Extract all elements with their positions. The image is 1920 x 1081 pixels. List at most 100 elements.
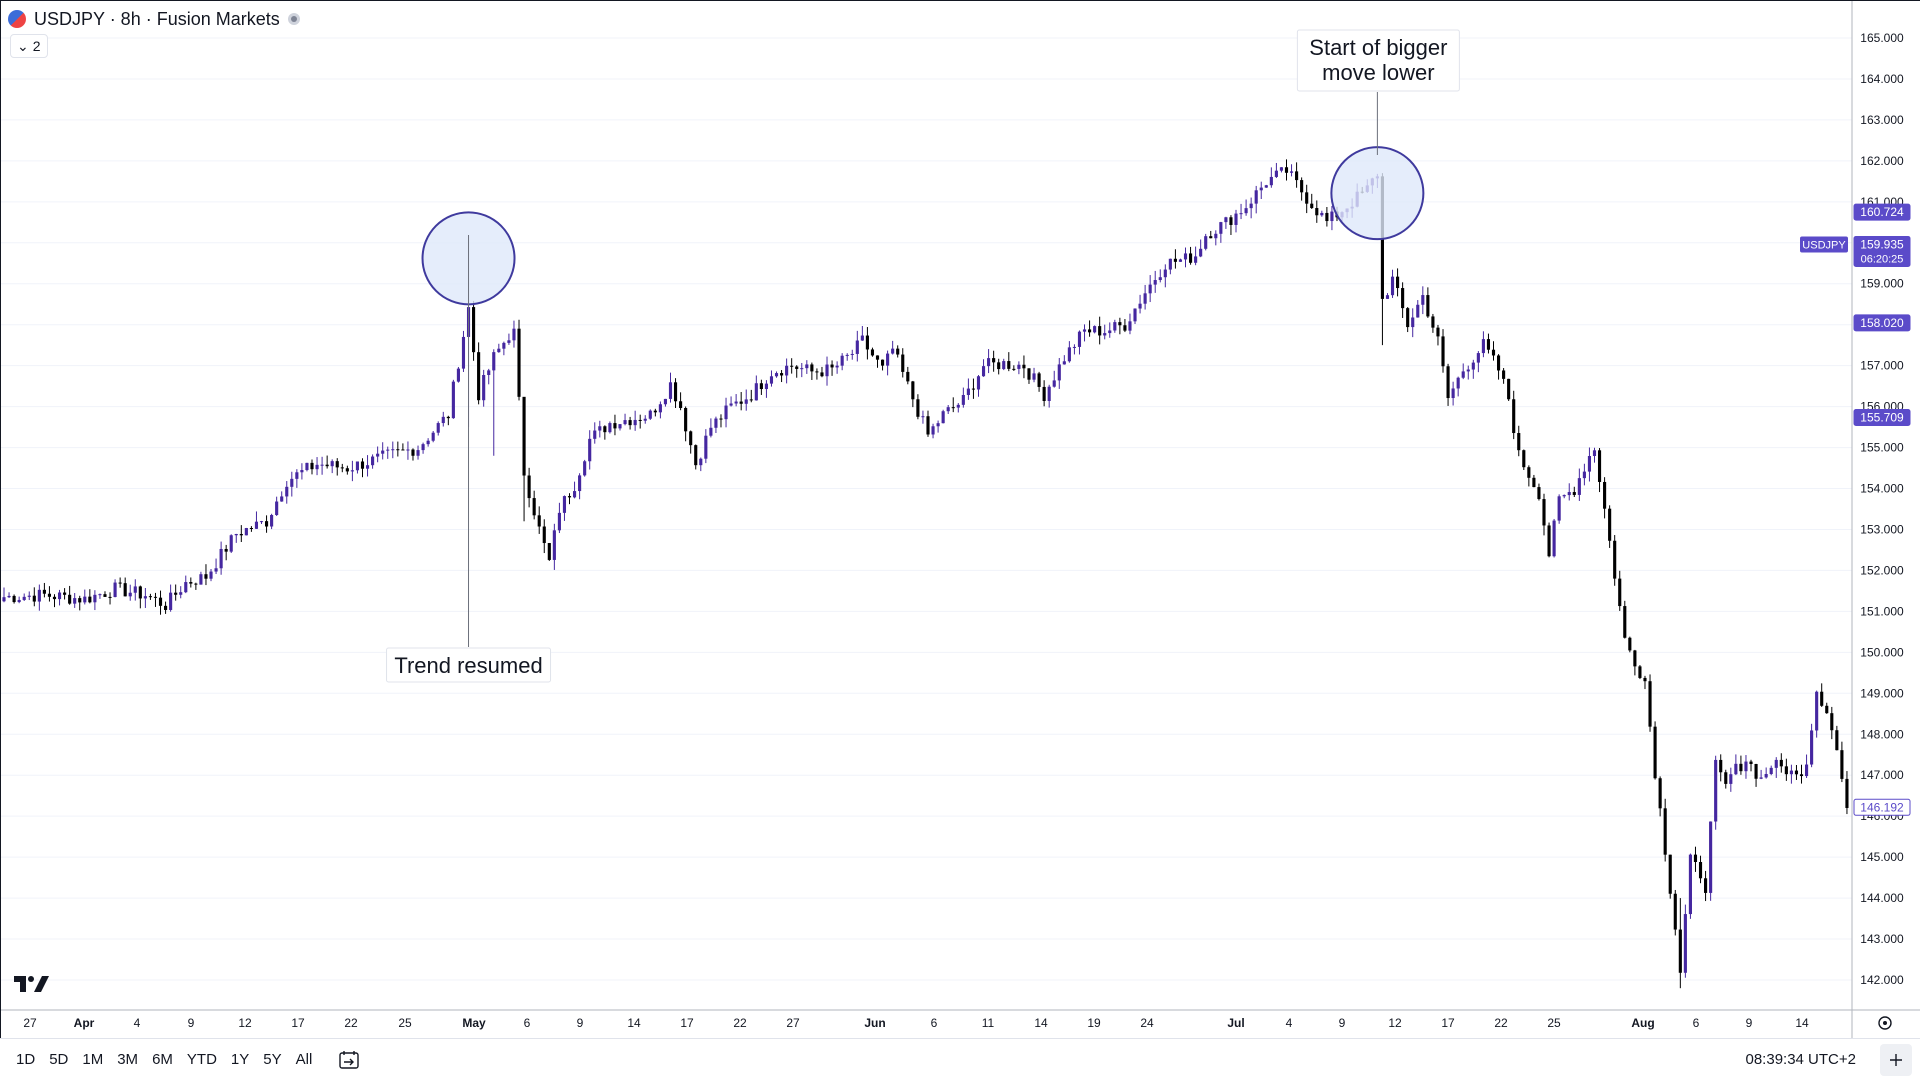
candle <box>1027 368 1031 384</box>
candle <box>1628 636 1632 653</box>
scale-toggle-icon[interactable] <box>1880 1044 1912 1076</box>
candle <box>27 591 31 601</box>
y-tick-label: 144.000 <box>1860 891 1904 905</box>
candle <box>931 423 935 439</box>
candle <box>1461 363 1465 380</box>
candle <box>976 375 981 397</box>
candle <box>345 465 349 475</box>
y-tick-label: 155.000 <box>1860 441 1904 455</box>
candle <box>638 414 642 429</box>
candle <box>270 513 274 530</box>
candle <box>1209 230 1213 239</box>
candle <box>941 409 945 424</box>
candle <box>1542 493 1546 536</box>
annotation-trend-resumed[interactable]: Trend resumed <box>386 211 552 683</box>
candle <box>360 458 365 478</box>
tradingview-logo-icon[interactable] <box>12 972 50 994</box>
range-button-6m[interactable]: 6M <box>152 1051 173 1068</box>
candle <box>1188 246 1193 265</box>
symbol-header[interactable]: USDJPY · 8h · Fusion Markets <box>8 8 300 30</box>
candle <box>1052 370 1056 388</box>
range-button-all[interactable]: All <box>295 1051 313 1068</box>
candle <box>1441 329 1445 373</box>
candle <box>315 457 319 476</box>
y-tick-label: 163.000 <box>1860 113 1904 127</box>
candle <box>1103 324 1107 340</box>
candle <box>1118 317 1122 335</box>
chart-settings-icon[interactable] <box>1878 1016 1892 1030</box>
range-button-1y[interactable]: 1Y <box>230 1051 250 1068</box>
candle <box>1042 380 1046 407</box>
chevron-down-icon: ⌄ <box>17 37 29 54</box>
candle <box>916 394 920 420</box>
candle <box>1466 365 1470 380</box>
indicators-toggle[interactable]: ⌄ 2 <box>10 34 48 58</box>
candle <box>1007 352 1011 372</box>
candle <box>502 341 506 356</box>
y-tick-label: 154.000 <box>1860 482 1904 496</box>
candle <box>1456 376 1460 397</box>
candle <box>1436 324 1440 346</box>
x-tick-label: 27 <box>23 1016 37 1030</box>
y-tick-label: 164.000 <box>1860 72 1904 86</box>
candle <box>734 394 738 407</box>
candle <box>1173 249 1177 269</box>
candle <box>1451 381 1455 406</box>
candle <box>1830 706 1834 740</box>
range-button-1m[interactable]: 1M <box>82 1051 104 1068</box>
candle <box>1658 776 1662 817</box>
candle <box>1678 898 1682 989</box>
candle <box>800 362 804 378</box>
candle <box>7 592 11 599</box>
range-button-ytd[interactable]: YTD <box>186 1051 217 1068</box>
candle <box>1557 494 1561 524</box>
candle <box>1774 757 1778 778</box>
candle <box>1158 269 1162 283</box>
candle <box>1698 855 1703 884</box>
candle <box>860 326 864 341</box>
range-button-1d[interactable]: 1D <box>16 1051 36 1068</box>
candle <box>482 369 486 407</box>
candle <box>603 425 607 440</box>
candle <box>487 368 491 385</box>
range-button-5d[interactable]: 5D <box>49 1051 69 1068</box>
candle <box>1522 449 1526 470</box>
candle <box>532 490 536 520</box>
candle <box>1779 753 1783 773</box>
candle <box>1330 205 1334 231</box>
candle <box>1077 330 1082 355</box>
candle <box>1481 331 1485 358</box>
candle <box>1693 846 1698 872</box>
candle <box>1239 203 1243 220</box>
candle <box>446 415 450 426</box>
candle <box>1300 177 1304 201</box>
candle <box>1183 247 1188 268</box>
candle <box>598 420 602 438</box>
candle <box>143 587 147 608</box>
candle <box>724 397 728 428</box>
candle <box>1289 164 1294 177</box>
go-to-date-icon[interactable] <box>338 1049 360 1071</box>
candle <box>835 361 839 374</box>
price-label: USDJPY 159.935 06:20:25 <box>1800 235 1911 267</box>
candle <box>12 594 16 604</box>
candle <box>1663 798 1667 862</box>
range-button-5y[interactable]: 5Y <box>263 1051 282 1068</box>
candle <box>1532 474 1536 488</box>
range-button-3m[interactable]: 3M <box>117 1051 139 1068</box>
candle <box>1022 355 1026 379</box>
y-tick-label: 153.000 <box>1860 522 1904 536</box>
candle <box>1062 355 1066 365</box>
candle <box>896 345 900 358</box>
y-tick-label: 150.000 <box>1860 645 1904 659</box>
candle <box>658 401 662 419</box>
candle <box>234 533 238 543</box>
x-tick-label: 25 <box>1547 1016 1561 1030</box>
candle <box>1088 320 1092 337</box>
candle <box>901 348 905 378</box>
candle <box>477 342 481 405</box>
candle <box>123 577 127 597</box>
candle <box>1577 468 1581 501</box>
